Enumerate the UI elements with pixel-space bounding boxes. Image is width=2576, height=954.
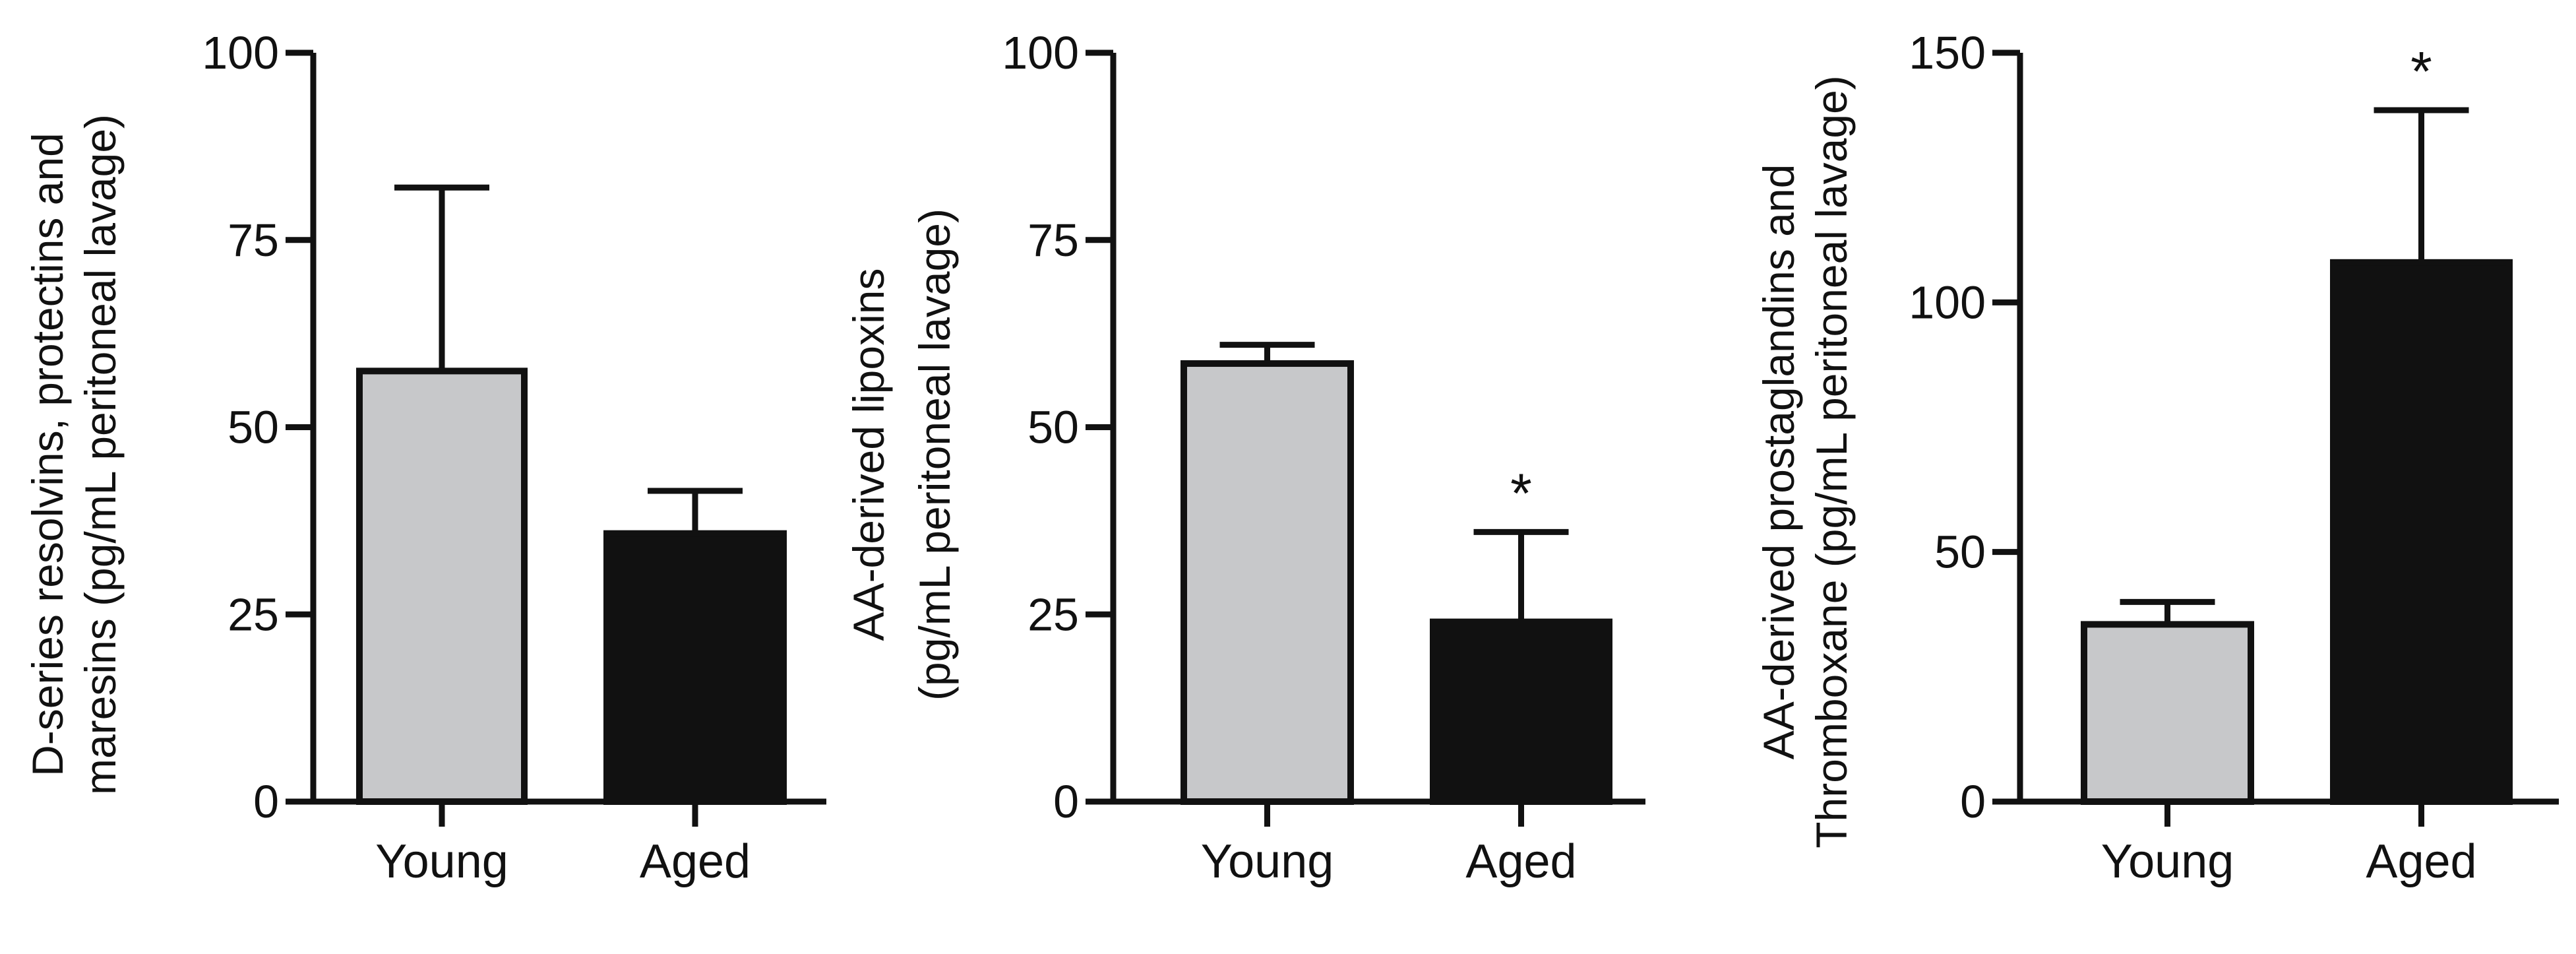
x-tick-label: Young xyxy=(375,835,508,888)
bar-aged xyxy=(1430,618,1612,805)
y-axis-title-line: AA-derived lipoxins xyxy=(844,269,893,641)
bar-young xyxy=(356,367,528,805)
y-tick-label: 0 xyxy=(1053,776,1079,827)
y-axis-title-line: AA-derived prostaglandins and xyxy=(1754,164,1803,760)
bar-aged xyxy=(603,530,787,805)
y-tick-label: 0 xyxy=(253,776,279,827)
x-tick-label: Aged xyxy=(2366,835,2476,888)
x-tick-label: Aged xyxy=(640,835,751,888)
x-tick-label: Young xyxy=(2101,835,2234,888)
y-tick-label: 100 xyxy=(202,27,279,79)
significance-marker: * xyxy=(1510,462,1532,524)
y-axis-title-line: (pg/mL peritoneal lavage) xyxy=(910,208,959,701)
y-tick-label: 50 xyxy=(1027,402,1079,453)
y-axis-title-line: D-series resolvins, protectins and xyxy=(23,133,72,777)
significance-marker: * xyxy=(2410,40,2432,102)
y-axis-title: D-series resolvins, protectins and maresi… xyxy=(23,114,125,795)
chart-panel-2: 0 25 50 75 100 Young Aged * AA-derived lipoxins (… xyxy=(844,27,1645,888)
y-tick-label: 50 xyxy=(228,402,279,453)
x-tick-label: Young xyxy=(1201,835,1334,888)
y-tick-label: 100 xyxy=(1909,276,1986,328)
y-tick-label: 25 xyxy=(1027,588,1079,640)
y-tick-label: 25 xyxy=(228,588,279,640)
y-tick-label: 75 xyxy=(228,214,279,266)
y-tick-label: 75 xyxy=(1027,214,1079,266)
bar-young xyxy=(2081,621,2254,806)
bar-young xyxy=(1181,360,1354,805)
y-axis-title: AA-derived lipoxins (pg/mL peritoneal lav… xyxy=(844,208,959,701)
chart-panel-1: 0 25 50 75 100 Young Aged D-series resolvins, p… xyxy=(23,27,826,888)
y-tick-label: 0 xyxy=(1960,776,1986,827)
y-axis-title-line: Thromboxane (pg/mL peritoneal lavage) xyxy=(1807,75,1856,848)
y-tick-label: 100 xyxy=(1002,27,1079,79)
chart-panel-3: 0 50 100 150 Young Aged * AA-derived prostaglan… xyxy=(1754,27,2559,888)
y-tick-label: 150 xyxy=(1909,27,1986,79)
x-tick-label: Aged xyxy=(1465,835,1576,888)
bar-aged xyxy=(2330,259,2513,805)
y-axis-title: AA-derived prostaglandins and Thromboxane… xyxy=(1754,75,1856,848)
y-tick-label: 50 xyxy=(1934,526,1986,578)
y-axis-title-line: maresins (pg/mL peritoneal lavage) xyxy=(76,114,125,795)
